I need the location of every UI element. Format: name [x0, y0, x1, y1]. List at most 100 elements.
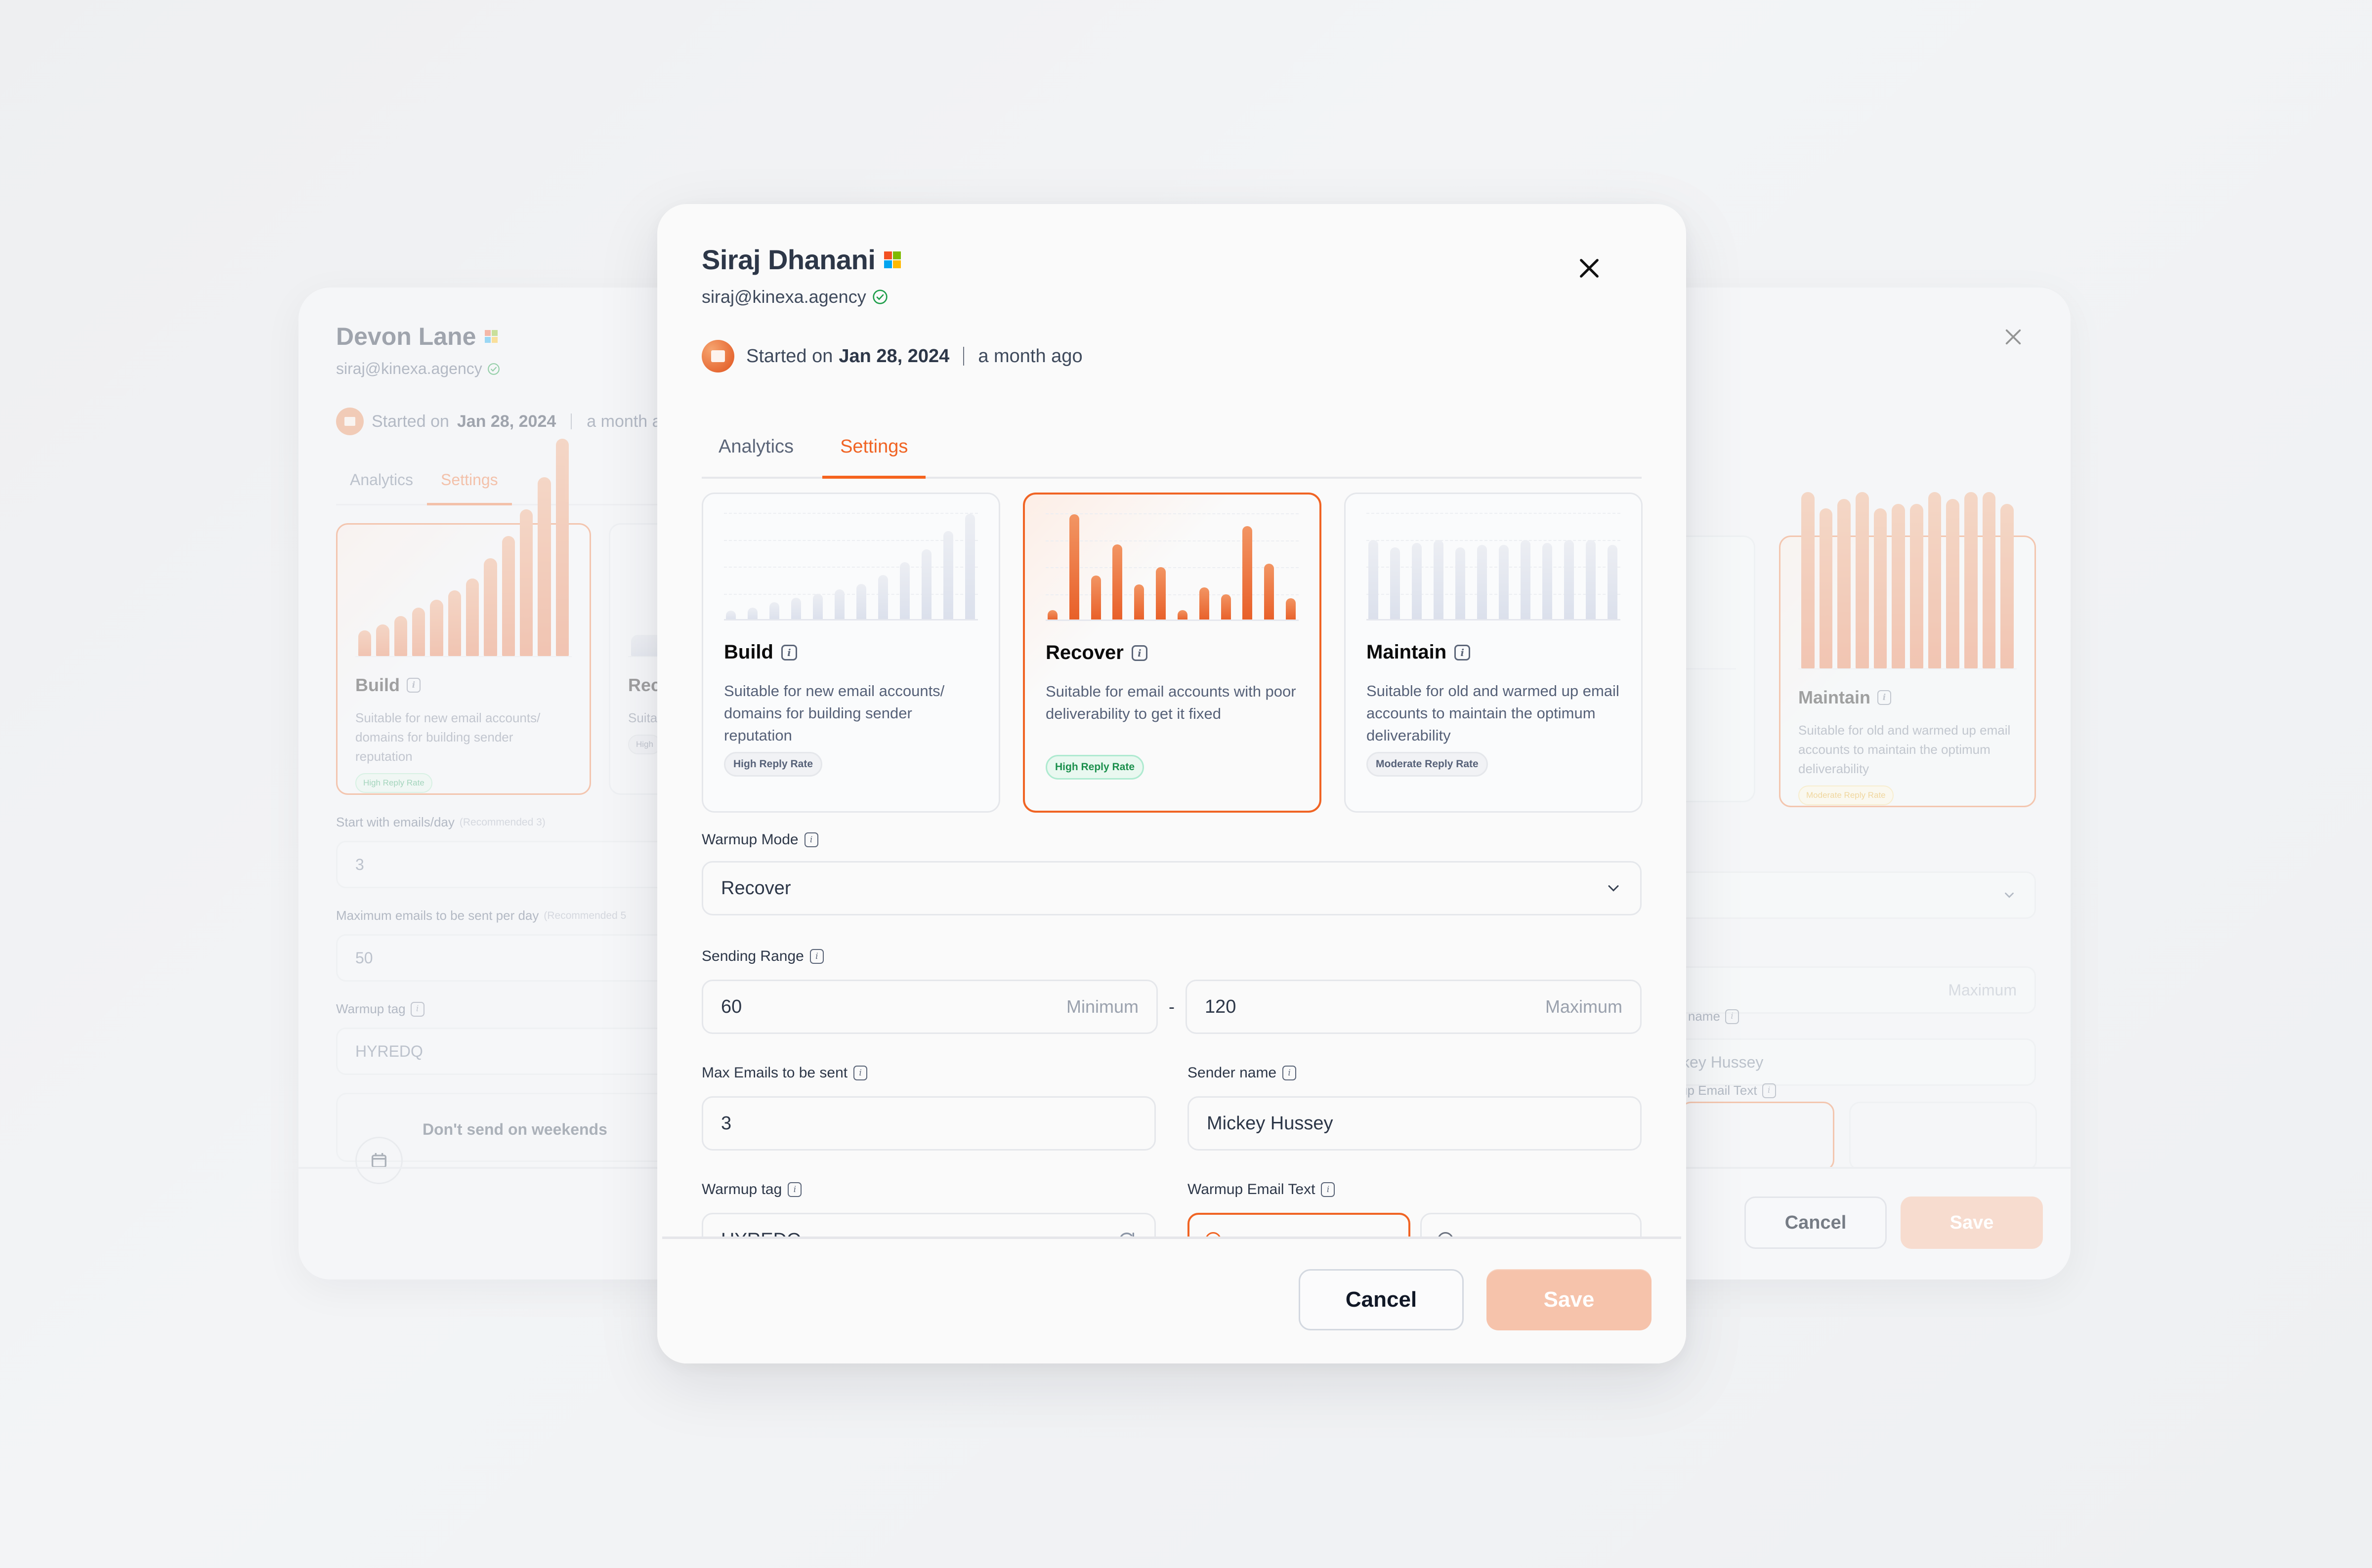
- max-emails-input[interactable]: 3: [702, 1096, 1156, 1151]
- max-sender-row: Max Emails to be sent i 3 Sender name i …: [702, 1065, 1642, 1151]
- info-icon[interactable]: i: [1762, 1083, 1776, 1098]
- sending-range-max-input[interactable]: 120 Maximum: [1186, 980, 1642, 1034]
- mode-card-maintain[interactable]: Maintain i Suitable for old and warmed up…: [1344, 493, 1643, 813]
- info-icon[interactable]: i: [1131, 645, 1147, 661]
- bg-email-text-option[interactable]: [1849, 1102, 2037, 1171]
- sending-range-min-input[interactable]: 60 Minimum: [702, 980, 1158, 1034]
- chart-bars: [726, 513, 975, 620]
- warmup-email-text-label: Warmup Email Text i: [1187, 1181, 1642, 1198]
- tab-analytics[interactable]: Analytics: [719, 436, 794, 457]
- card-title: Rec: [628, 675, 661, 695]
- bg-card-build[interactable]: Build i Suitable for new email accounts/ …: [336, 438, 591, 795]
- started-relative: a month a: [587, 412, 662, 431]
- info-icon[interactable]: i: [809, 949, 824, 964]
- chart-bars: [1048, 513, 1296, 621]
- cancel-button[interactable]: Cancel: [1299, 1269, 1464, 1330]
- info-icon[interactable]: i: [1454, 644, 1471, 660]
- chart-bars: [1368, 513, 1617, 620]
- bg-save-button[interactable]: Save: [1901, 1197, 2043, 1249]
- weekends-label: Don't send on weekends: [423, 1120, 607, 1138]
- build-chart: [355, 438, 572, 657]
- card-description: Suitable for new email accounts/ domains…: [355, 710, 541, 764]
- info-icon[interactable]: i: [781, 644, 797, 660]
- info-icon[interactable]: i: [1282, 1066, 1297, 1080]
- account-name: Siraj Dhanani: [702, 244, 876, 275]
- reply-rate-badge: High Reply Rate: [355, 773, 432, 793]
- chevron-down-icon: [1608, 885, 1619, 892]
- build-bar-chart: [724, 513, 978, 620]
- recommended-hint: (Recommended 3): [459, 816, 546, 828]
- started-relative: a month ago: [978, 345, 1083, 367]
- sender-name-label: Sender name i: [1187, 1065, 1642, 1081]
- warmup-settings-modal: Siraj Dhanani siraj@kinexa.agency Starte…: [657, 204, 1686, 1363]
- sender-name-input[interactable]: Mickey Hussey: [1187, 1096, 1642, 1151]
- warmup-mode-value: Recover: [721, 877, 791, 899]
- calendar-icon: [355, 1137, 403, 1184]
- reply-rate-badge: High Reply Rate: [724, 751, 823, 777]
- info-icon[interactable]: i: [853, 1066, 868, 1080]
- save-button[interactable]: Save: [1486, 1269, 1652, 1330]
- bg-max-label: Maximum emails to be sent per day (Recom…: [336, 908, 627, 923]
- info-icon[interactable]: i: [804, 832, 818, 847]
- bg-left-account-name: Devon Lane: [336, 323, 476, 350]
- started-prefix: Started on: [746, 345, 833, 367]
- warmup-mode-cards: Build i Suitable for new email accounts/ …: [702, 493, 1643, 813]
- footer-divider: [662, 1237, 1681, 1239]
- recommended-hint: (Recommended 5: [544, 909, 627, 921]
- recover-bar-chart: [1046, 513, 1299, 621]
- card-title: Maintain: [1798, 687, 1871, 707]
- bg-start-label: Start with emails/day (Recommended 3): [336, 815, 546, 829]
- warmup-settings-form: Warmup Mode i Recover Sending Range i 60…: [702, 831, 1642, 1267]
- mail-avatar-icon: [336, 408, 364, 435]
- maintain-bar-chart: [1366, 513, 1620, 620]
- modal-header: Siraj Dhanani siraj@kinexa.agency Starte…: [702, 244, 1642, 372]
- bg-card-maintain[interactable]: Maintain i Suitable for old and warmed up…: [1779, 492, 2036, 807]
- account-email: siraj@kinexa.agency: [702, 287, 866, 307]
- mode-card-recover[interactable]: Recover i Suitable for email accounts wit…: [1023, 493, 1321, 813]
- separator: [963, 347, 965, 366]
- close-icon[interactable]: [2003, 327, 2023, 347]
- close-icon[interactable]: [1575, 254, 1603, 282]
- bg-tag-label: Warmup tag i: [336, 1001, 1002, 1017]
- info-icon[interactable]: i: [1321, 1182, 1335, 1197]
- bg-left-started-row: Started on Jan 28, 2024 a month a: [336, 408, 1002, 435]
- bg-cancel-button[interactable]: Cancel: [1744, 1197, 1887, 1249]
- bg-tab-settings[interactable]: Settings: [427, 471, 512, 505]
- maintain-chart: [1798, 492, 2017, 669]
- bg-email-text-option-selected[interactable]: [1680, 1102, 1834, 1171]
- bg-left-title: Devon Lane: [336, 322, 1002, 351]
- chevron-down-icon: [2005, 892, 2014, 898]
- info-icon[interactable]: i: [1877, 690, 1892, 705]
- info-icon[interactable]: i: [410, 1001, 424, 1017]
- bg-tab-analytics[interactable]: Analytics: [350, 471, 414, 489]
- started-row: Started on Jan 28, 2024 a month ago: [702, 340, 1642, 372]
- info-icon[interactable]: i: [788, 1182, 802, 1197]
- account-email-row: siraj@kinexa.agency: [702, 287, 1642, 307]
- verified-check-icon: [873, 289, 888, 304]
- separator: [571, 413, 572, 429]
- bg-right-divider: [1334, 1167, 2071, 1169]
- card-title: Recover: [1046, 642, 1124, 663]
- verified-check-icon: [487, 363, 500, 375]
- range-separator: -: [1169, 996, 1175, 1017]
- bg-sender-label: r name i: [1680, 1009, 1739, 1024]
- card-description: Suitable for email accounts with poor de…: [1046, 683, 1296, 722]
- max-placeholder: Maximum: [1545, 996, 1622, 1017]
- card-title: Build: [724, 641, 773, 663]
- sending-range-label: Sending Range i: [702, 948, 1642, 965]
- tab-settings[interactable]: Settings: [822, 416, 926, 479]
- microsoft-logo-icon: [884, 251, 901, 268]
- card-description: Suitable for new email accounts/ domains…: [724, 682, 945, 744]
- bg-left-email: siraj@kinexa.agency: [336, 360, 482, 377]
- info-icon[interactable]: i: [406, 678, 421, 693]
- bg-left-email-row: siraj@kinexa.agency: [336, 360, 1002, 378]
- reply-rate-badge: High Reply Rate: [1046, 755, 1144, 780]
- microsoft-logo-icon: [485, 330, 498, 343]
- bg-right-footer: Cancel Save: [1744, 1197, 2043, 1249]
- mode-card-build[interactable]: Build i Suitable for new email accounts/ …: [702, 493, 1000, 813]
- warmup-tag-label: Warmup tag i: [702, 1181, 1156, 1198]
- warmup-mode-select[interactable]: Recover: [702, 861, 1642, 915]
- card-title: Build: [355, 675, 400, 695]
- info-icon[interactable]: i: [1725, 1009, 1739, 1024]
- bg-email-text-label: up Email Text i: [1680, 1083, 1776, 1098]
